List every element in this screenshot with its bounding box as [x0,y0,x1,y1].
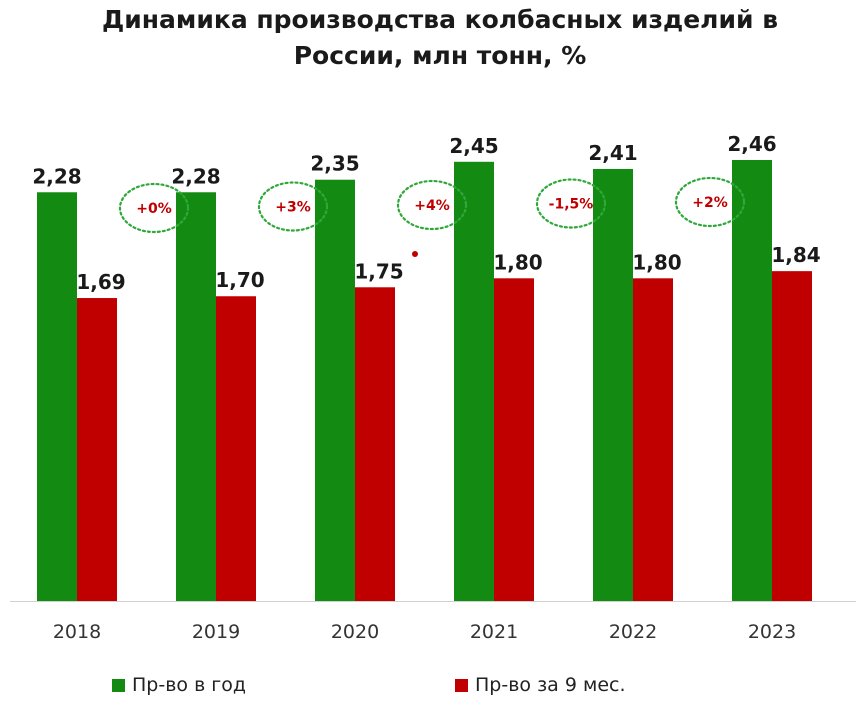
data-label-annual-2021: 2,45 [449,134,498,158]
chart-title-line-1: Динамика производства колбасных изделий … [101,5,779,34]
growth-annotation-3: +4% [414,198,450,214]
x-tick-label-2023: 2023 [748,621,796,643]
legend-swatch-9-months [455,678,468,692]
bar-9-months-2023 [772,271,812,601]
x-tick-label-2021: 2021 [470,621,518,643]
data-label-9-months-2021: 1,80 [493,250,542,274]
marker-dot [412,251,418,257]
bar-annual-2019 [176,192,216,601]
x-tick-label-2019: 2019 [192,621,240,643]
chart-title-line-2: России, млн тонн, % [293,41,587,70]
x-tick-label-2022: 2022 [609,621,657,643]
legend-label-annual: Пр-во в год [132,674,247,696]
legend-item-annual: Пр-во в год [112,674,246,696]
growth-annotation-ring-3 [396,179,468,231]
data-label-annual-2019: 2,28 [171,164,220,188]
chart-title: Динамика производства колбасных изделий … [20,2,860,74]
legend-item-9-months: Пр-во за 9 мес. [455,674,626,696]
bar-9-months-2020 [355,287,395,601]
data-label-9-months-2023: 1,84 [771,243,820,267]
bar-annual-2021 [454,161,494,602]
bar-annual-2023 [732,160,772,601]
bar-annual-2022 [593,168,633,601]
data-label-9-months-2022: 1,80 [632,250,681,274]
growth-annotation-2: +3% [275,200,311,216]
data-label-9-months-2019: 1,70 [215,268,264,292]
growth-annotation-ring-2 [257,181,329,232]
data-label-9-months-2018: 1,69 [76,270,125,294]
bar-9-months-2022 [633,278,673,601]
bar-9-months-2019 [216,296,256,601]
growth-annotation-ring-4 [535,178,607,229]
bar-annual-2018 [37,192,77,601]
growth-annotation-ring-5 [674,176,746,228]
data-label-annual-2018: 2,28 [32,164,81,188]
legend-swatch-annual [112,678,125,692]
data-label-annual-2020: 2,35 [310,152,359,176]
bar-9-months-2018 [77,298,117,601]
bar-9-months-2021 [494,278,534,601]
x-tick-label-2018: 2018 [53,621,101,643]
data-label-annual-2022: 2,41 [588,141,637,165]
growth-annotation-4: -1,5% [549,197,594,213]
bar-annual-2020 [315,179,355,601]
growth-annotation-5: +2% [692,195,728,211]
x-tick-label-2020: 2020 [331,621,379,643]
growth-annotation-1: +0% [136,201,172,217]
growth-annotation-ring-1 [118,182,190,234]
data-label-annual-2023: 2,46 [727,132,776,156]
data-label-9-months-2020: 1,75 [354,259,403,283]
legend-label-9-months: Пр-во за 9 мес. [475,674,626,696]
